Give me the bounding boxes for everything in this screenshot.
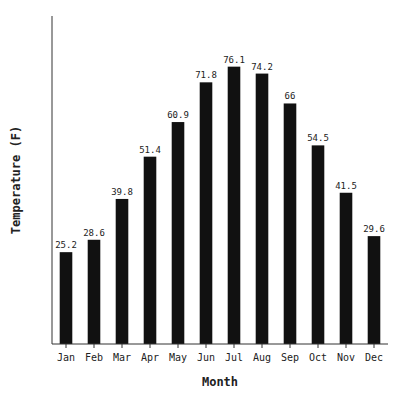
x-tick-label: Jul [225, 352, 243, 363]
data-label: 74.2 [251, 62, 273, 72]
x-tick-label: May [169, 352, 187, 363]
data-label: 29.6 [363, 224, 385, 234]
bar [172, 122, 185, 344]
x-tick [262, 344, 263, 348]
bar [144, 157, 157, 344]
x-tick-label: Dec [365, 352, 383, 363]
data-label: 39.8 [111, 187, 133, 197]
data-label: 54.5 [307, 133, 329, 143]
bar [200, 82, 213, 344]
x-tick-label: Feb [85, 352, 103, 363]
x-tick-label: Apr [141, 352, 159, 363]
x-axis-label: Month [202, 375, 238, 389]
x-tick [290, 344, 291, 348]
bar [284, 103, 297, 344]
x-tick-label: Mar [113, 352, 131, 363]
bar [88, 240, 101, 344]
bar [256, 74, 269, 344]
x-tick [178, 344, 179, 348]
bars [60, 67, 381, 344]
x-axis-line [52, 344, 388, 345]
x-tick-label: Jun [197, 352, 215, 363]
bar [116, 199, 129, 344]
x-tick-label: Jan [57, 352, 75, 363]
data-label: 71.8 [195, 70, 217, 80]
y-axis-label: Temperature (F) [9, 126, 23, 234]
data-label: 25.2 [55, 240, 77, 250]
data-label: 76.1 [223, 55, 245, 65]
x-tick-label: Nov [337, 352, 355, 363]
x-tick [66, 344, 67, 348]
bar [60, 252, 73, 344]
x-tick [374, 344, 375, 348]
bar [312, 145, 325, 344]
x-tick-label: Sep [281, 352, 299, 363]
bar [228, 67, 241, 344]
data-label: 66 [285, 91, 296, 101]
chart-svg: Jan Feb Mar Apr May Jun Jul Aug Sep Oct Nov Dec 25.2… [0, 0, 400, 400]
x-tick [94, 344, 95, 348]
x-tick [150, 344, 151, 348]
x-tick [234, 344, 235, 348]
x-tick [318, 344, 319, 348]
x-tick [122, 344, 123, 348]
data-label: 41.5 [335, 181, 357, 191]
x-tick-label: Oct [309, 352, 327, 363]
data-label: 51.4 [139, 145, 161, 155]
bar [340, 193, 353, 344]
data-label: 28.6 [83, 228, 105, 238]
x-tick [206, 344, 207, 348]
y-axis-line [52, 16, 53, 344]
chart-container: Jan Feb Mar Apr May Jun Jul Aug Sep Oct Nov Dec 25.2… [0, 0, 400, 400]
x-tick-label: Aug [253, 352, 271, 363]
data-label: 60.9 [167, 110, 189, 120]
bar [368, 236, 381, 344]
x-tick [346, 344, 347, 348]
